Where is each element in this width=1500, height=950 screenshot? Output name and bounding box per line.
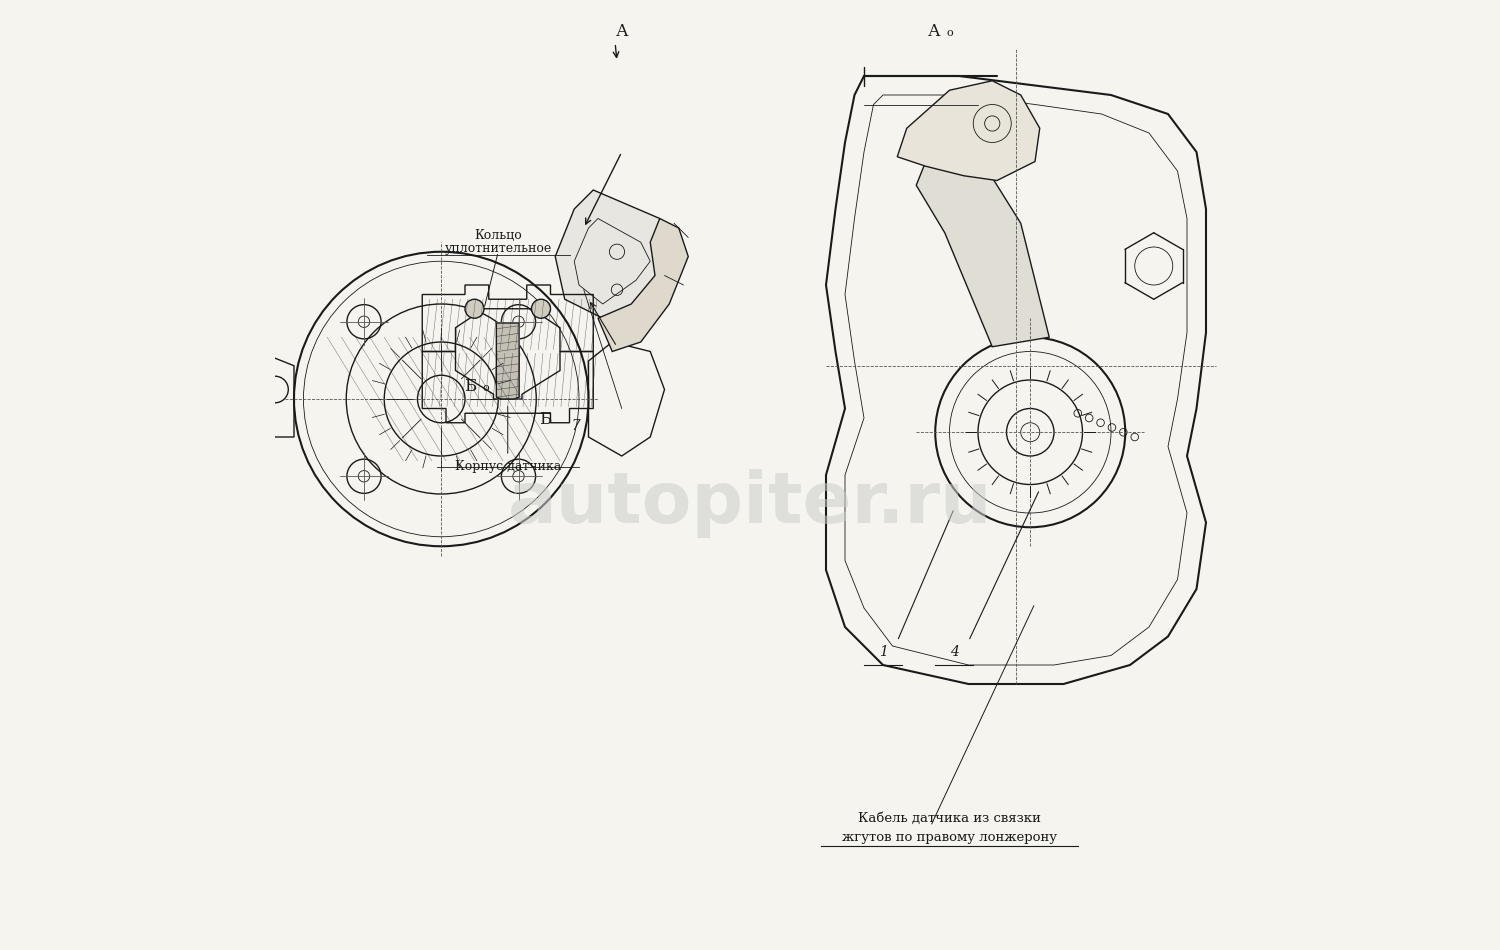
Polygon shape	[496, 323, 519, 399]
Text: А: А	[928, 23, 940, 40]
Text: Кабель датчика из связки: Кабель датчика из связки	[858, 811, 1041, 825]
Text: Корпус датчика: Корпус датчика	[454, 460, 561, 473]
Text: уплотнительное: уплотнительное	[444, 241, 552, 255]
Circle shape	[465, 299, 484, 318]
Text: 4: 4	[950, 644, 958, 658]
Text: Б: Б	[538, 410, 550, 428]
Polygon shape	[916, 138, 1050, 347]
Text: о: о	[483, 384, 489, 393]
Polygon shape	[555, 190, 674, 323]
Text: 1: 1	[879, 644, 888, 658]
Text: о: о	[946, 28, 952, 38]
Text: жгутов по правому лонжерону: жгутов по правому лонжерону	[842, 830, 1058, 844]
Circle shape	[531, 299, 550, 318]
Text: Кольцо: Кольцо	[474, 229, 522, 242]
Text: А: А	[615, 23, 628, 40]
Text: autopiter.ru: autopiter.ru	[507, 469, 993, 538]
Text: Б: Б	[464, 378, 476, 395]
Text: 7: 7	[562, 419, 580, 433]
Polygon shape	[598, 218, 688, 352]
Polygon shape	[897, 81, 1040, 180]
